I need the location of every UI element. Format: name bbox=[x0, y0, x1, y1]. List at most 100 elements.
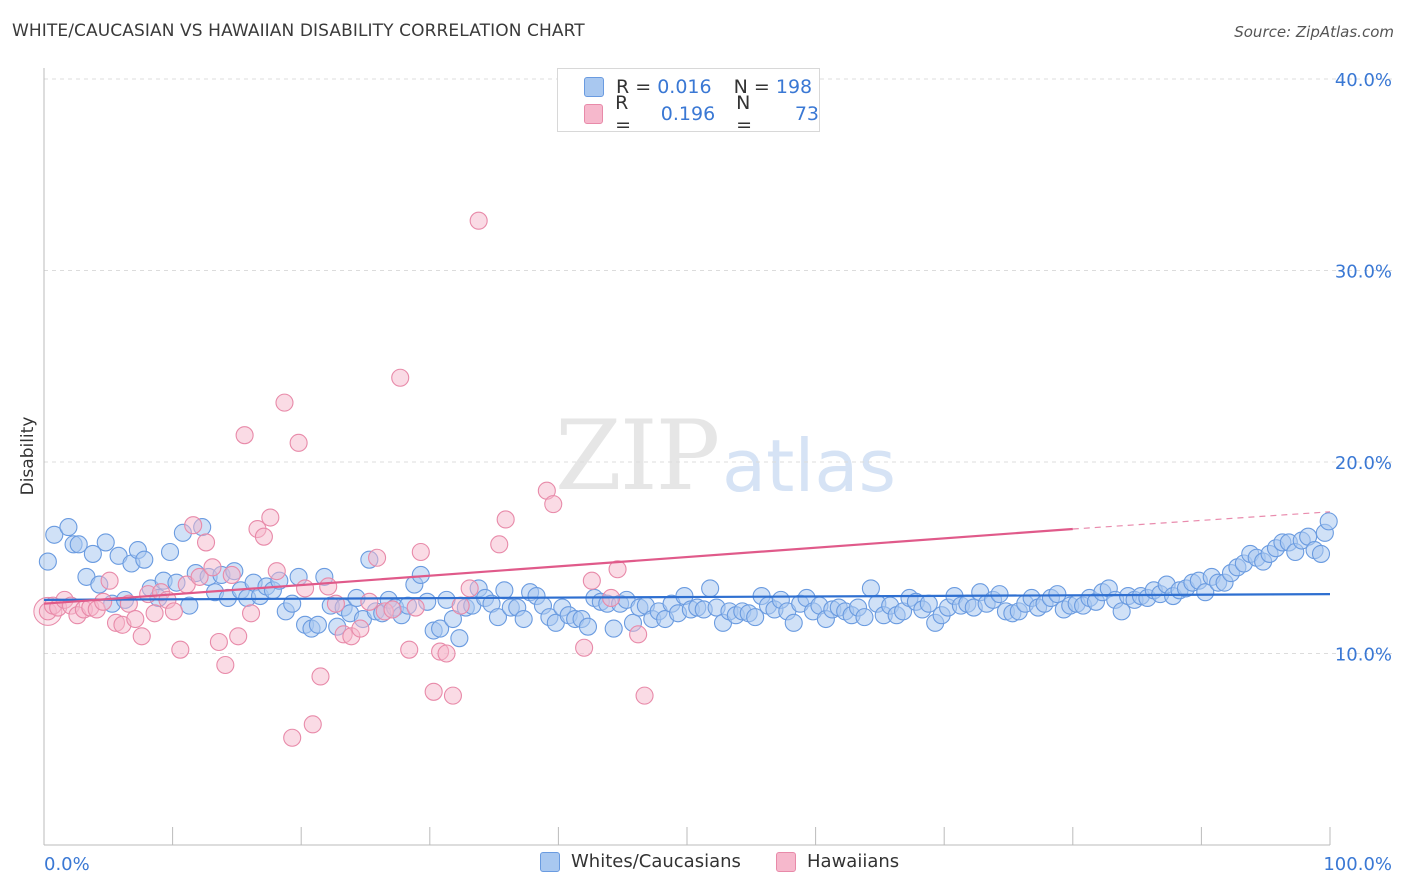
legend-n-label: N = bbox=[733, 76, 770, 98]
bottom-legend-swatch-hawaiians bbox=[776, 851, 796, 872]
point-whites bbox=[135, 550, 154, 569]
legend-r-label: R = bbox=[615, 92, 632, 136]
point-whites bbox=[990, 585, 1009, 604]
point-whites bbox=[1048, 585, 1067, 604]
y-axis-label: Disability bbox=[18, 417, 38, 496]
point-whites bbox=[443, 609, 462, 629]
bottom-legend-swatch-whites bbox=[540, 851, 560, 872]
point-whites bbox=[96, 533, 115, 552]
trend-line-hawaiians-extension bbox=[1072, 511, 1331, 530]
point-hawaiians bbox=[283, 728, 302, 747]
point-whites bbox=[69, 535, 88, 554]
legend-swatch-hawaiians bbox=[584, 104, 604, 124]
bottom-legend-label-whites: Whites/Caucasians bbox=[571, 851, 741, 872]
trend-lines bbox=[43, 511, 1331, 605]
point-hawaiians bbox=[544, 495, 563, 514]
point-hawaiians bbox=[424, 682, 443, 701]
point-hawaiians bbox=[145, 604, 164, 623]
point-whites bbox=[308, 615, 327, 634]
point-hawaiians bbox=[164, 602, 183, 621]
point-hawaiians bbox=[132, 627, 151, 646]
point-whites bbox=[450, 629, 469, 648]
point-hawaiians bbox=[460, 579, 479, 598]
point-hawaiians bbox=[261, 508, 280, 527]
grid-lines bbox=[44, 78, 1392, 654]
point-hawaiians bbox=[267, 562, 286, 581]
point-whites bbox=[701, 579, 720, 598]
point-hawaiians bbox=[216, 655, 235, 675]
point-hawaiians bbox=[496, 510, 515, 529]
y-tick-label: 20.0% bbox=[1335, 453, 1392, 474]
point-whites bbox=[488, 608, 508, 627]
y-tick-label: 10.0% bbox=[1335, 645, 1392, 666]
y-tick-label: 40.0% bbox=[1335, 70, 1392, 91]
x-tick-label: 100.0% bbox=[1323, 854, 1392, 875]
legend-row-hawaiians: R = 0.196 N = 73 bbox=[584, 92, 819, 136]
point-hawaiians bbox=[406, 598, 425, 617]
legend-n-value: 73 bbox=[794, 103, 819, 125]
point-hawaiians bbox=[575, 638, 594, 657]
point-hawaiians bbox=[411, 542, 430, 562]
point-hawaiians bbox=[184, 516, 203, 535]
bottom-legend-label-hawaiians: Hawaiians bbox=[807, 851, 900, 872]
point-hawaiians bbox=[437, 644, 456, 663]
axis-labels: 10.0% 20.0% 30.0% 40.0% 0.0% 100.0% Disability bbox=[18, 70, 1392, 875]
point-hawaiians bbox=[311, 667, 330, 686]
point-hawaiians bbox=[171, 640, 190, 659]
source-label: Source: ZipAtlas.com bbox=[1234, 23, 1394, 41]
axes bbox=[43, 68, 1331, 846]
point-hawaiians bbox=[229, 627, 248, 646]
point-whites bbox=[578, 617, 598, 636]
y-tick-label: 30.0% bbox=[1335, 262, 1392, 283]
point-hawaiians bbox=[490, 535, 509, 554]
point-hawaiians bbox=[451, 596, 470, 615]
point-hawaiians bbox=[241, 604, 261, 623]
point-whites bbox=[160, 542, 180, 562]
point-hawaiians bbox=[608, 560, 627, 579]
point-whites bbox=[431, 619, 450, 638]
point-hawaiians bbox=[629, 625, 648, 644]
legend-n-label: N = bbox=[736, 92, 753, 136]
legend-row-whites: R = 0.016 N = 198 bbox=[584, 75, 812, 99]
point-whites bbox=[604, 619, 623, 638]
point-whites bbox=[514, 609, 533, 629]
point-whites bbox=[1311, 544, 1331, 563]
point-hawaiians bbox=[203, 558, 222, 577]
point-whites bbox=[1319, 512, 1338, 531]
point-hawaiians bbox=[235, 426, 254, 445]
point-hawaiians bbox=[469, 211, 488, 230]
point-hawaiians bbox=[383, 600, 402, 619]
point-whites bbox=[861, 579, 880, 598]
point-hawaiians bbox=[319, 577, 338, 596]
point-whites bbox=[59, 518, 78, 537]
point-hawaiians bbox=[368, 548, 387, 567]
legend: R = 0.016 N = 198 R = 0.196 N = 73 bbox=[557, 68, 820, 136]
watermark-atlas: atlas bbox=[722, 424, 896, 508]
point-hawaiians bbox=[400, 640, 419, 659]
point-whites bbox=[45, 525, 64, 544]
point-hawaiians bbox=[94, 592, 113, 611]
point-hawaiians bbox=[443, 686, 462, 705]
point-hawaiians bbox=[126, 609, 145, 629]
watermark-zip: ZIP bbox=[555, 400, 720, 512]
chart-title: WHITE/CAUCASIAN VS HAWAIIAN DISABILITY C… bbox=[12, 21, 585, 41]
bottom-legend-whites: Whites/Caucasians bbox=[540, 851, 741, 872]
legend-r-value: 0.016 bbox=[657, 76, 712, 98]
point-whites bbox=[746, 608, 765, 627]
point-hawaiians bbox=[289, 433, 308, 452]
point-whites bbox=[83, 544, 102, 563]
trend-line-whites bbox=[43, 593, 1331, 601]
point-hawaiians bbox=[360, 592, 379, 611]
series-hawaiians-points bbox=[33, 211, 654, 747]
point-hawaiians bbox=[635, 686, 654, 705]
point-hawaiians bbox=[254, 527, 273, 546]
point-hawaiians bbox=[391, 368, 410, 387]
point-whites bbox=[855, 608, 874, 627]
legend-r-value: 0.196 bbox=[660, 103, 716, 125]
point-hawaiians bbox=[196, 533, 216, 552]
point-whites bbox=[784, 613, 803, 632]
point-hawaiians bbox=[275, 393, 294, 412]
point-hawaiians bbox=[296, 579, 315, 598]
point-whites bbox=[38, 552, 57, 571]
